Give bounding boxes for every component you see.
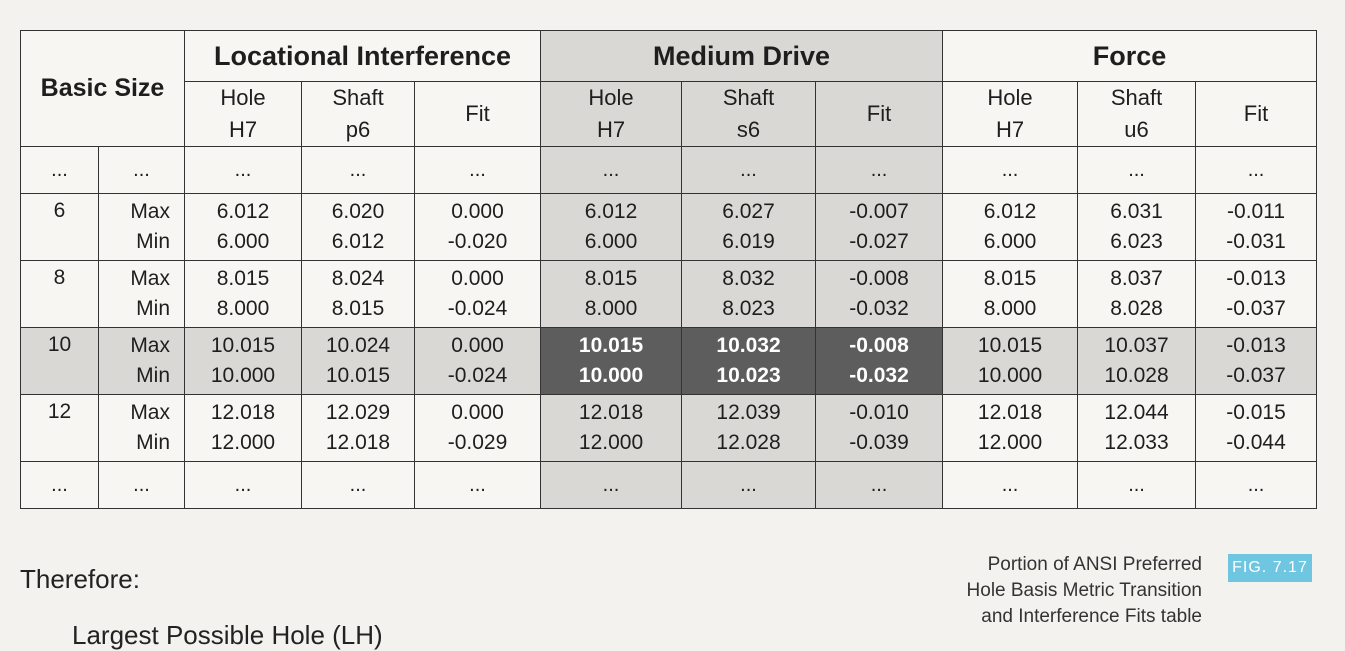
fo-shaft-cell: 8.037 8.028 (1077, 260, 1197, 328)
ellipsis-cell: ... (815, 146, 944, 194)
li-shaft-cell: 12.029 12.018 (301, 394, 415, 462)
ellipsis-cell: ... (184, 461, 302, 509)
li-hole-cell: 6.012 6.000 (184, 193, 302, 261)
col-header-fo-shaft: Shaft u6 (1077, 81, 1197, 147)
ellipsis-cell: ... (20, 146, 99, 194)
fo-shaft-cell: 6.031 6.023 (1077, 193, 1197, 261)
md-hole-cell-highlighted: 10.015 10.000 (540, 327, 683, 395)
fo-fit-cell: -0.013 -0.037 (1195, 260, 1318, 328)
ellipsis-cell: ... (1195, 146, 1318, 194)
ellipsis-cell: ... (98, 146, 185, 194)
ellipsis-cell: ... (413, 146, 542, 194)
li-fit-cell: 0.000 -0.024 (413, 327, 542, 395)
li-shaft-cell: 10.024 10.015 (301, 327, 415, 395)
md-fit-cell: -0.008 -0.032 (815, 260, 944, 328)
cutoff-text-line: Largest Possible Hole (LH) (72, 620, 383, 650)
li-fit-cell: 0.000 -0.024 (413, 260, 542, 328)
li-shaft-cell: 8.024 8.015 (301, 260, 415, 328)
ellipsis-cell: ... (1077, 461, 1197, 509)
col-header-fo-hole: Hole H7 (942, 81, 1079, 147)
fits-table: Basic Size Locational Interference Mediu… (20, 30, 1318, 509)
col-header-md-fit: Fit (815, 81, 944, 147)
md-fit-cell-highlighted: -0.008 -0.032 (815, 327, 944, 395)
ellipsis-cell: ... (815, 461, 944, 509)
basic-size-cell: 6 (20, 193, 99, 261)
basic-size-cell: 12 (20, 394, 99, 462)
ellipsis-cell: ... (681, 461, 817, 509)
ellipsis-cell: ... (540, 461, 683, 509)
md-fit-cell: -0.010 -0.039 (815, 394, 944, 462)
max-min-label: Max Min (98, 394, 185, 462)
fo-shaft-cell: 10.037 10.028 (1077, 327, 1197, 395)
ellipsis-cell: ... (301, 146, 415, 194)
li-fit-cell: 0.000 -0.020 (413, 193, 542, 261)
basic-size-cell: 8 (20, 260, 99, 328)
col-header-md-hole: Hole H7 (540, 81, 683, 147)
li-hole-cell: 10.015 10.000 (184, 327, 302, 395)
md-shaft-cell: 12.039 12.028 (681, 394, 817, 462)
caption-line: Hole Basis Metric Transition (966, 580, 1202, 601)
md-hole-cell: 6.012 6.000 (540, 193, 683, 261)
max-min-label: Max Min (98, 193, 185, 261)
table-row-size-8: 8 Max Min 8.015 8.000 8.024 8.015 0.000 -0.0… (20, 260, 1318, 328)
basic-size-cell: 10 (20, 327, 99, 395)
li-shaft-cell: 6.020 6.012 (301, 193, 415, 261)
ellipsis-cell: ... (20, 461, 99, 509)
ellipsis-cell: ... (413, 461, 542, 509)
fo-hole-cell: 12.018 12.000 (942, 394, 1079, 462)
therefore-text: Therefore: (20, 564, 140, 594)
ellipsis-cell: ... (1195, 461, 1318, 509)
li-hole-cell: 8.015 8.000 (184, 260, 302, 328)
col-header-md-shaft: Shaft s6 (681, 81, 817, 147)
ellipsis-cell: ... (681, 146, 817, 194)
ellipsis-cell: ... (98, 461, 185, 509)
fo-hole-cell: 8.015 8.000 (942, 260, 1079, 328)
col-header-li-hole: Hole H7 (184, 81, 302, 147)
figure-number-badge: FIG. 7.17 (1228, 554, 1312, 582)
md-hole-cell: 8.015 8.000 (540, 260, 683, 328)
md-shaft-cell: 8.032 8.023 (681, 260, 817, 328)
ellipsis-cell: ... (1077, 146, 1197, 194)
fo-fit-cell: -0.011 -0.031 (1195, 193, 1318, 261)
max-min-label: Max Min (98, 327, 185, 395)
col-header-fo-fit: Fit (1195, 81, 1318, 147)
col-header-li-shaft: Shaft p6 (301, 81, 415, 147)
ellipsis-cell: ... (184, 146, 302, 194)
md-shaft-cell: 6.027 6.019 (681, 193, 817, 261)
table-row-size-10-highlighted: 10 Max Min 10.015 10.000 10.024 10.015 0.00… (20, 327, 1318, 395)
fo-fit-cell: -0.013 -0.037 (1195, 327, 1318, 395)
table-row-size-6: 6 Max Min 6.012 6.000 6.020 6.012 0.000 -0.0… (20, 193, 1318, 261)
ellipsis-cell: ... (942, 461, 1079, 509)
col-header-li-fit: Fit (413, 81, 542, 147)
group-header-force: Force (942, 30, 1318, 82)
fo-shaft-cell: 12.044 12.033 (1077, 394, 1197, 462)
fo-fit-cell: -0.015 -0.044 (1195, 394, 1318, 462)
caption-line: and Interference Fits table (981, 606, 1202, 627)
ellipsis-cell: ... (942, 146, 1079, 194)
li-hole-cell: 12.018 12.000 (184, 394, 302, 462)
figure-caption: Portion of ANSI Preferred Hole Basis Met… (940, 552, 1202, 630)
table-row-size-12: 12 Max Min 12.018 12.000 12.029 12.018 0.00… (20, 394, 1318, 462)
max-min-label: Max Min (98, 260, 185, 328)
md-shaft-cell-highlighted: 10.032 10.023 (681, 327, 817, 395)
group-header-medium-drive: Medium Drive (540, 30, 944, 82)
ellipsis-cell: ... (540, 146, 683, 194)
ellipsis-cell: ... (301, 461, 415, 509)
md-hole-cell: 12.018 12.000 (540, 394, 683, 462)
caption-line: Portion of ANSI Preferred (987, 554, 1202, 575)
basic-size-header: Basic Size (20, 30, 185, 147)
ellipsis-row-bottom: ... ... ... ... ... ... ... ... ... ... … (20, 461, 1318, 509)
fo-hole-cell: 10.015 10.000 (942, 327, 1079, 395)
fo-hole-cell: 6.012 6.000 (942, 193, 1079, 261)
md-fit-cell: -0.007 -0.027 (815, 193, 944, 261)
group-header-locational-interference: Locational Interference (183, 30, 542, 82)
ellipsis-row-top: ... ... ... ... ... ... ... ... ... ... … (20, 146, 1318, 194)
li-fit-cell: 0.000 -0.029 (413, 394, 542, 462)
